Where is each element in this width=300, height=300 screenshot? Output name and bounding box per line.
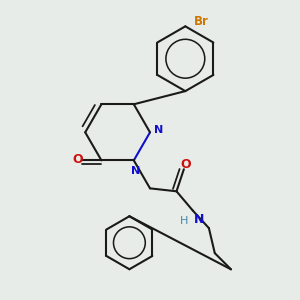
Text: N: N (131, 166, 140, 176)
Text: Br: Br (194, 15, 209, 28)
Text: O: O (180, 158, 191, 171)
Text: H: H (180, 216, 188, 226)
Text: N: N (194, 213, 205, 226)
Text: O: O (73, 153, 83, 166)
Text: N: N (154, 125, 163, 135)
